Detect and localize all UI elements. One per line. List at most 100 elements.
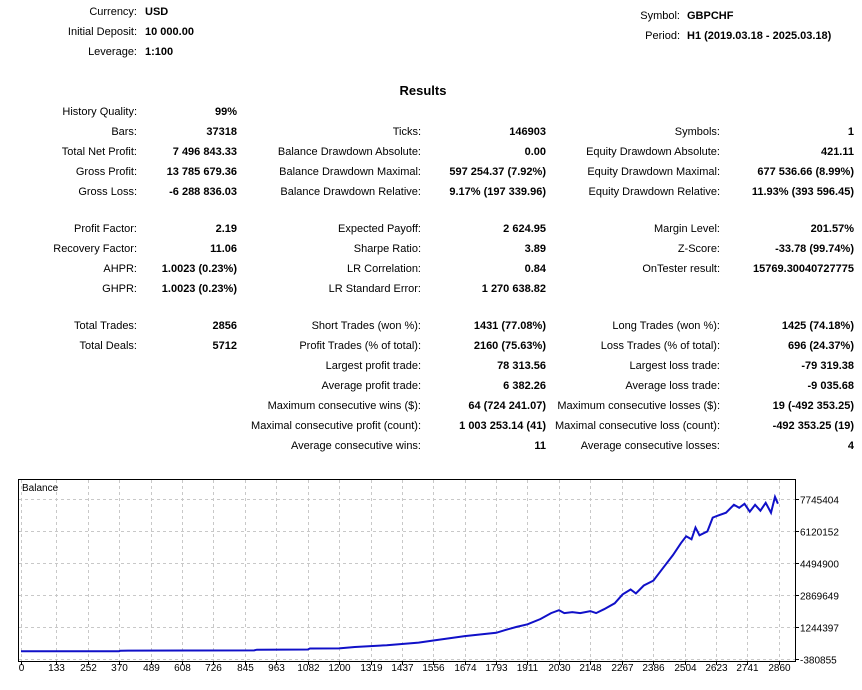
stat-label: Average profit trade: xyxy=(321,380,421,392)
header-label: Currency: xyxy=(89,6,137,18)
stat-value: 1 003 253.14 (41) xyxy=(459,420,546,432)
stat-value: 37318 xyxy=(206,126,237,138)
stat-label: Equity Drawdown Absolute: xyxy=(586,146,720,158)
stat-label: Bars: xyxy=(111,126,137,138)
stat-value: 201.57% xyxy=(810,223,854,235)
stat-value: 15769.30040727775 xyxy=(753,263,854,275)
stat-value: -79 319.38 xyxy=(801,360,854,372)
stat-label: Symbols: xyxy=(674,126,720,138)
stat-label: Profit Trades (% of total): xyxy=(299,340,421,352)
x-tick-label: 2030 xyxy=(548,663,571,674)
x-tick-label: 726 xyxy=(205,663,222,674)
stat-label: Maximal consecutive profit (count): xyxy=(251,420,421,432)
stat-value: 1425 (74.18%) xyxy=(781,320,854,332)
stat-label: Gross Loss: xyxy=(78,186,137,198)
stat-value: 6 382.26 xyxy=(503,380,546,392)
results-title: Results xyxy=(399,83,447,98)
stat-value: 64 (724 241.07) xyxy=(468,400,546,412)
stat-label: Balance Drawdown Absolute: xyxy=(277,146,421,158)
stat-value: 7 496 843.33 xyxy=(172,146,237,158)
stat-value: 2856 xyxy=(212,320,237,332)
stat-label: Sharpe Ratio: xyxy=(353,243,421,255)
x-tick-label: 2623 xyxy=(705,663,728,674)
balance-line xyxy=(20,493,779,653)
x-tick-label: 0 xyxy=(19,663,25,674)
stat-label: Loss Trades (% of total): xyxy=(600,340,720,352)
stat-value: 9.17% (197 339.96) xyxy=(449,186,546,198)
stat-value: 421.11 xyxy=(820,146,854,158)
stat-value: 19 (-492 353.25) xyxy=(772,400,854,412)
stat-value: 1.0023 (0.23%) xyxy=(161,263,237,275)
stat-value: 11 xyxy=(534,440,546,452)
stat-value: 677 536.66 (8.99%) xyxy=(757,166,854,178)
y-tick-label: 2869649 xyxy=(800,592,839,603)
stat-value: 11.93% (393 596.45) xyxy=(751,186,854,198)
stat-label: OnTester result: xyxy=(642,263,720,275)
x-tick-label: 2860 xyxy=(768,663,791,674)
stat-label: History Quality: xyxy=(62,106,137,118)
stat-label: Total Net Profit: xyxy=(61,146,137,158)
stat-label: AHPR: xyxy=(103,263,137,275)
stat-label: Balance Drawdown Relative: xyxy=(280,186,421,198)
stat-label: Equity Drawdown Relative: xyxy=(588,186,720,198)
stat-value: 4 xyxy=(847,440,854,452)
x-tick-label: 608 xyxy=(174,663,191,674)
stat-value: 99% xyxy=(214,106,237,118)
header-value: USD xyxy=(145,6,169,18)
stat-label: Equity Drawdown Maximal: xyxy=(587,166,720,178)
x-tick-label: 2504 xyxy=(674,663,697,674)
y-tick-label: 6120152 xyxy=(800,528,839,539)
stat-label: Total Trades: xyxy=(74,320,137,332)
stat-value: 11.06 xyxy=(210,243,237,255)
stat-value: 78 313.56 xyxy=(497,360,546,372)
header-value: 10 000.00 xyxy=(145,26,194,38)
x-tick-label: 1793 xyxy=(485,663,508,674)
x-tick-label: 2267 xyxy=(611,663,634,674)
stat-label: Largest profit trade: xyxy=(325,360,421,372)
stat-label: Average loss trade: xyxy=(625,380,720,392)
x-tick-label: 1082 xyxy=(297,663,320,674)
stat-label: Margin Level: xyxy=(653,223,720,235)
header-value: GBPCHF xyxy=(687,10,734,22)
x-tick-label: 370 xyxy=(111,663,128,674)
x-tick-label: 1437 xyxy=(391,663,414,674)
stat-value: -33.78 (99.74%) xyxy=(775,243,854,255)
x-tick-label: 1319 xyxy=(360,663,383,674)
stat-value: 0.00 xyxy=(524,146,546,158)
x-tick-label: 2148 xyxy=(579,663,602,674)
stat-value: -6 288 836.03 xyxy=(169,186,237,198)
header-value: 1:100 xyxy=(145,46,174,58)
stat-label: Total Deals: xyxy=(79,340,137,352)
header-label: Period: xyxy=(645,30,680,42)
header-label: Initial Deposit: xyxy=(67,26,137,38)
stat-value: 0.84 xyxy=(524,263,546,275)
stat-label: GHPR: xyxy=(102,283,137,295)
stat-label: Ticks: xyxy=(392,126,421,138)
stat-label: Average consecutive losses: xyxy=(580,440,720,452)
x-tick-label: 133 xyxy=(48,663,65,674)
x-tick-label: 1556 xyxy=(422,663,445,674)
x-tick-label: 2386 xyxy=(642,663,665,674)
stat-label: Gross Profit: xyxy=(75,166,137,178)
stat-label: Profit Factor: xyxy=(74,223,137,235)
stat-value: 146903 xyxy=(509,126,546,138)
x-tick-label: 845 xyxy=(237,663,254,674)
stat-label: Maximal consecutive loss (count): xyxy=(554,420,720,432)
header-label: Leverage: xyxy=(88,46,137,58)
x-tick-label: 963 xyxy=(268,663,285,674)
stat-label: LR Standard Error: xyxy=(328,283,421,295)
stat-label: Short Trades (won %): xyxy=(311,320,421,332)
balance-chart: 0 133 252 370 489 608 726 845 963 1082 1200 1319 143… xyxy=(18,479,839,674)
stat-value: 2 624.95 xyxy=(503,223,546,235)
stat-value: -9 035.68 xyxy=(807,380,854,392)
stat-value: 1 xyxy=(847,126,854,138)
stat-label: Balance Drawdown Maximal: xyxy=(279,166,421,178)
stat-value: 2.19 xyxy=(215,223,237,235)
header-label: Symbol: xyxy=(640,10,680,22)
stat-value: -492 353.25 (19) xyxy=(772,420,854,432)
stat-label: Expected Payoff: xyxy=(338,223,421,235)
stat-value: 3.89 xyxy=(524,243,546,255)
stat-value: 13 785 679.36 xyxy=(166,166,237,178)
chart-title: Balance xyxy=(22,483,59,494)
x-tick-label: 1674 xyxy=(454,663,477,674)
